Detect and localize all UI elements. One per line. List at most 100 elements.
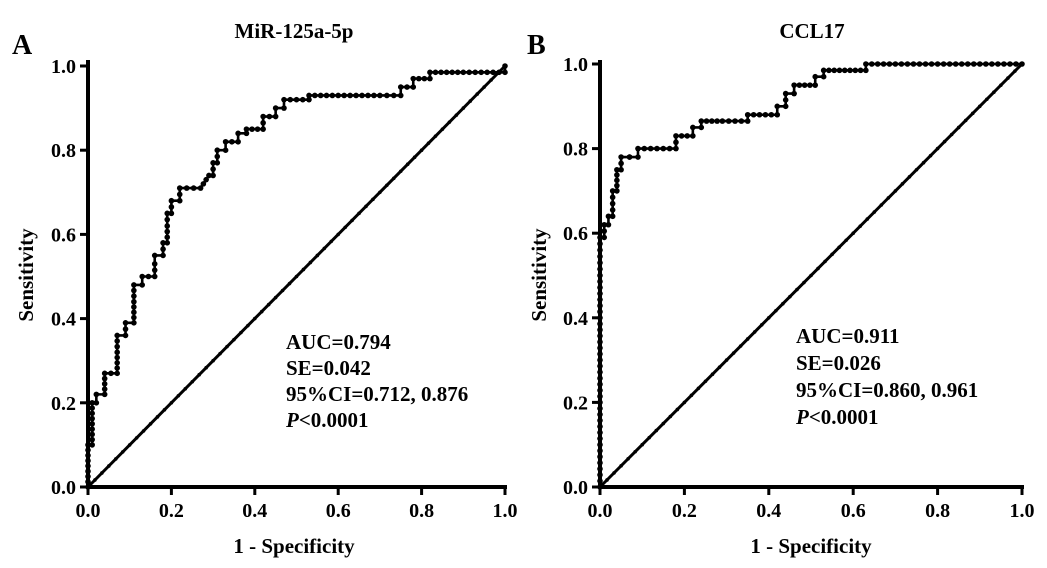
panel-b-roc-point xyxy=(946,61,953,67)
panel-a-diagonal-point xyxy=(183,386,188,391)
panel-b-title: CCL17 xyxy=(779,19,844,43)
panel-a-diagonal-point xyxy=(148,422,153,426)
panel-a-roc-point xyxy=(243,130,250,137)
panel-b-roc-point xyxy=(1013,61,1019,67)
panel-b-diagonal-point xyxy=(851,231,855,235)
panel-a-roc-point xyxy=(151,267,158,273)
panel-b-diagonal-point xyxy=(879,203,884,207)
panel-b-roc-point xyxy=(626,154,633,160)
panel-b-roc-point xyxy=(841,67,848,74)
panel-b-diagonal-point xyxy=(717,365,722,369)
panel-b-y-tick-label: 0.4 xyxy=(563,308,588,330)
panel-b-roc-point xyxy=(977,61,983,67)
panel-a-y-tick-label: 0.6 xyxy=(51,224,76,246)
panel-a-roc-point xyxy=(384,92,390,99)
panel-b-roc-point xyxy=(738,118,745,124)
panel-a-roc-point xyxy=(466,69,473,76)
panel-b-roc-point xyxy=(750,111,757,118)
panel-b-x-tick-label: 0.4 xyxy=(756,500,781,522)
panel-b-roc-point xyxy=(635,154,641,160)
panel-a-roc-point xyxy=(287,96,294,103)
panel-a-roc-point xyxy=(101,386,108,392)
panel-b-diagonal-point xyxy=(914,167,919,172)
panel-b-diagonal-point xyxy=(668,414,673,419)
panel-b-roc-point xyxy=(609,213,616,220)
panel-b-p-symbol: P xyxy=(795,405,809,429)
panel-b-roc-point xyxy=(801,82,808,88)
panel-a-roc-point xyxy=(427,75,433,82)
panel-b-roc-point xyxy=(684,133,691,139)
panel-b-diagonal-point xyxy=(837,245,841,250)
panel-b-roc-point xyxy=(744,118,751,124)
panel-a-roc-point xyxy=(101,391,108,398)
panel-b-roc-point xyxy=(709,118,715,124)
panel-a-roc-point xyxy=(131,314,137,321)
panel-b-diagonal-point xyxy=(774,308,778,313)
panel-b-x-tick-label: 1.0 xyxy=(1010,500,1035,522)
panel-a-p-symbol: P xyxy=(285,408,299,432)
panel-a-diagonal-point xyxy=(461,106,466,110)
panel-a-x-tick-label: 0.6 xyxy=(326,500,351,522)
panel-a-diagonal-point xyxy=(336,232,341,237)
panel-b-diagonal-point xyxy=(802,280,806,285)
panel-b-roc-point xyxy=(782,103,789,110)
panel-a-auc: AUC=0.794 xyxy=(286,330,391,354)
panel-b-roc-point xyxy=(609,194,616,201)
panel-b-roc-point xyxy=(886,61,893,67)
panel-b-roc-point xyxy=(673,145,679,152)
panel-a-diagonal-point xyxy=(155,415,160,419)
panel-b-diagonal-point xyxy=(921,160,926,165)
panel-a-y-tick-label: 1.0 xyxy=(51,56,76,78)
panel-b-roc-point xyxy=(916,61,923,67)
panel-b-xlabel: 1 - Specificity xyxy=(750,534,872,558)
panel-b-roc-point xyxy=(678,133,685,139)
panel-b-roc-point xyxy=(782,90,789,97)
panel-a-roc-point xyxy=(397,92,404,99)
panel-b-x-tick-label: 0.8 xyxy=(925,500,950,522)
panel-a-diagonal-point xyxy=(433,134,438,138)
panel-a-roc-point xyxy=(89,426,95,432)
panel-b-y-tick-label: 0.0 xyxy=(563,477,588,499)
panel-b-roc-point xyxy=(673,139,679,146)
panel-b-roc-point xyxy=(880,61,887,67)
panel-a-roc-point xyxy=(176,185,183,191)
panel-a-roc-point xyxy=(114,360,120,366)
panel-a-roc-point xyxy=(164,223,171,229)
panel-a-roc-point xyxy=(168,210,175,217)
panel-b-x-tick-label: 0.0 xyxy=(588,500,613,522)
panel-a-roc-point xyxy=(377,92,383,99)
panel-a-roc-point xyxy=(210,172,216,179)
panel-b-diagonal-point xyxy=(605,478,609,482)
panel-a-roc-point xyxy=(460,69,467,76)
panel-b-roc-point xyxy=(952,61,959,67)
panel-a-roc-point xyxy=(89,436,95,443)
panel-b-roc-point xyxy=(614,172,620,178)
panel-a-diagonal-point xyxy=(426,141,431,145)
panel-b-diagonal-point xyxy=(647,435,652,440)
panel-a-roc-point xyxy=(131,320,137,326)
panel-a-roc-point xyxy=(145,273,152,280)
panel-a-roc-point xyxy=(101,381,108,387)
panel-a-diagonal-point xyxy=(176,393,181,398)
panel-b-roc-point xyxy=(874,61,881,67)
panel-a-roc-point xyxy=(222,147,229,153)
panel-b-x-tick-label: 0.6 xyxy=(841,500,866,522)
panel-b-roc-point xyxy=(618,154,624,160)
panel-a-roc-point xyxy=(416,75,422,82)
panel-a-roc-point xyxy=(89,400,95,406)
panel-b-roc-point xyxy=(601,228,608,234)
panel-a-roc-point xyxy=(114,338,120,344)
panel-a-roc-point xyxy=(353,92,359,99)
panel-a-roc-point xyxy=(306,92,312,99)
panel-a-roc-point xyxy=(391,92,397,99)
panel-a-x-tick-label: 0.8 xyxy=(409,500,434,522)
panel-b-diagonal-point xyxy=(844,238,848,243)
panel-a-roc-point xyxy=(114,354,120,361)
panel-b-roc-point xyxy=(605,221,612,228)
panel-a-diagonal-point xyxy=(141,429,146,433)
panel-a-roc-point xyxy=(139,273,146,280)
panel-a-roc-point xyxy=(472,69,479,76)
panel-a-roc-point xyxy=(214,147,221,153)
panel-b-roc-point xyxy=(812,73,819,80)
